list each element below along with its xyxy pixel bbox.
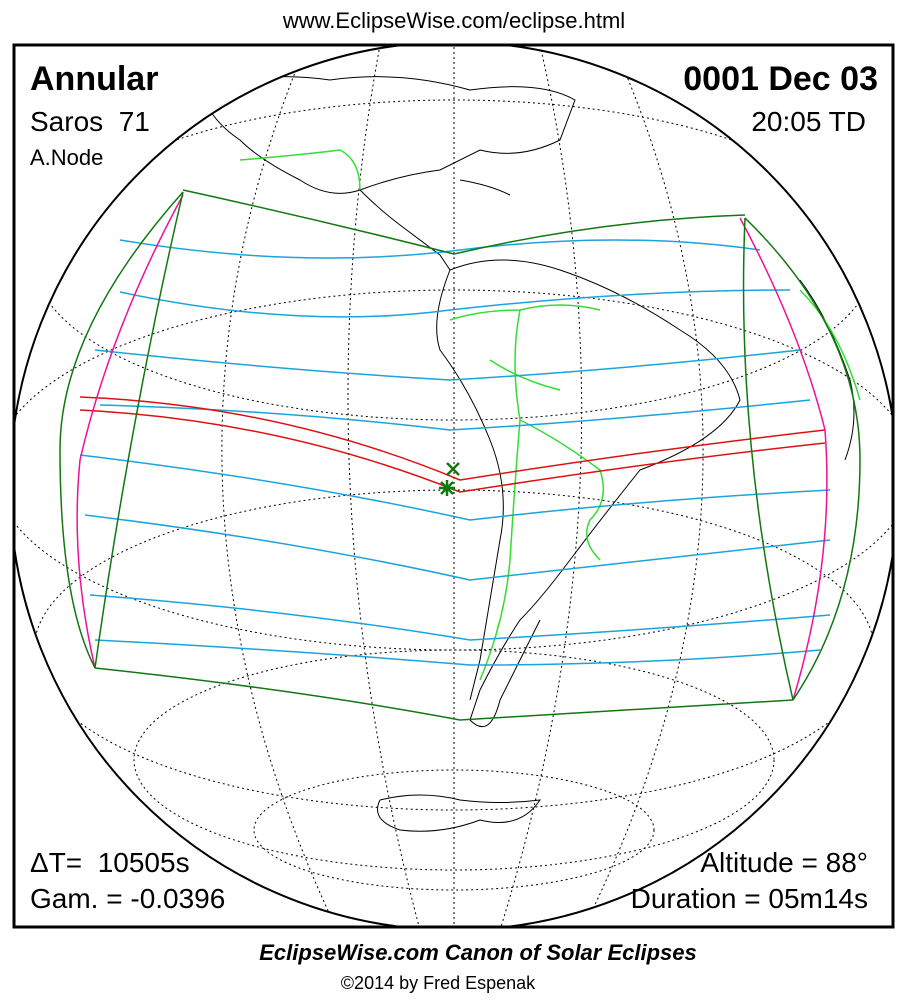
node: A.Node: [30, 145, 103, 170]
saros: Saros 71: [30, 106, 150, 137]
frame: [12, 43, 895, 929]
copyright: ©2014 by Fred Espenak: [341, 973, 536, 993]
borders: [239, 149, 861, 681]
eclipse-type: Annular: [30, 60, 158, 98]
delta-t: ΔT= 10505s: [30, 847, 190, 878]
penumbra-limits: [59, 189, 861, 721]
greatest-eclipse-marker: [439, 462, 460, 496]
globe-outline: [14, 45, 893, 927]
gamma: Gam. = -0.0396: [30, 883, 225, 914]
coastlines: [199, 76, 855, 832]
duration: Duration = 05m14s: [631, 883, 868, 914]
central-path: [79, 396, 826, 493]
penumbra-lines: [79, 239, 831, 666]
altitude: Altitude = 88°: [700, 847, 868, 878]
globe: [14, 45, 893, 927]
footer-title: EclipseWise.com Canon of Solar Eclipses: [259, 940, 697, 965]
rise-set-curves: [76, 194, 828, 701]
url: www.EclipseWise.com/eclipse.html: [282, 8, 625, 33]
time: 20:05 TD: [751, 106, 866, 137]
date: 0001 Dec 03: [683, 60, 878, 98]
